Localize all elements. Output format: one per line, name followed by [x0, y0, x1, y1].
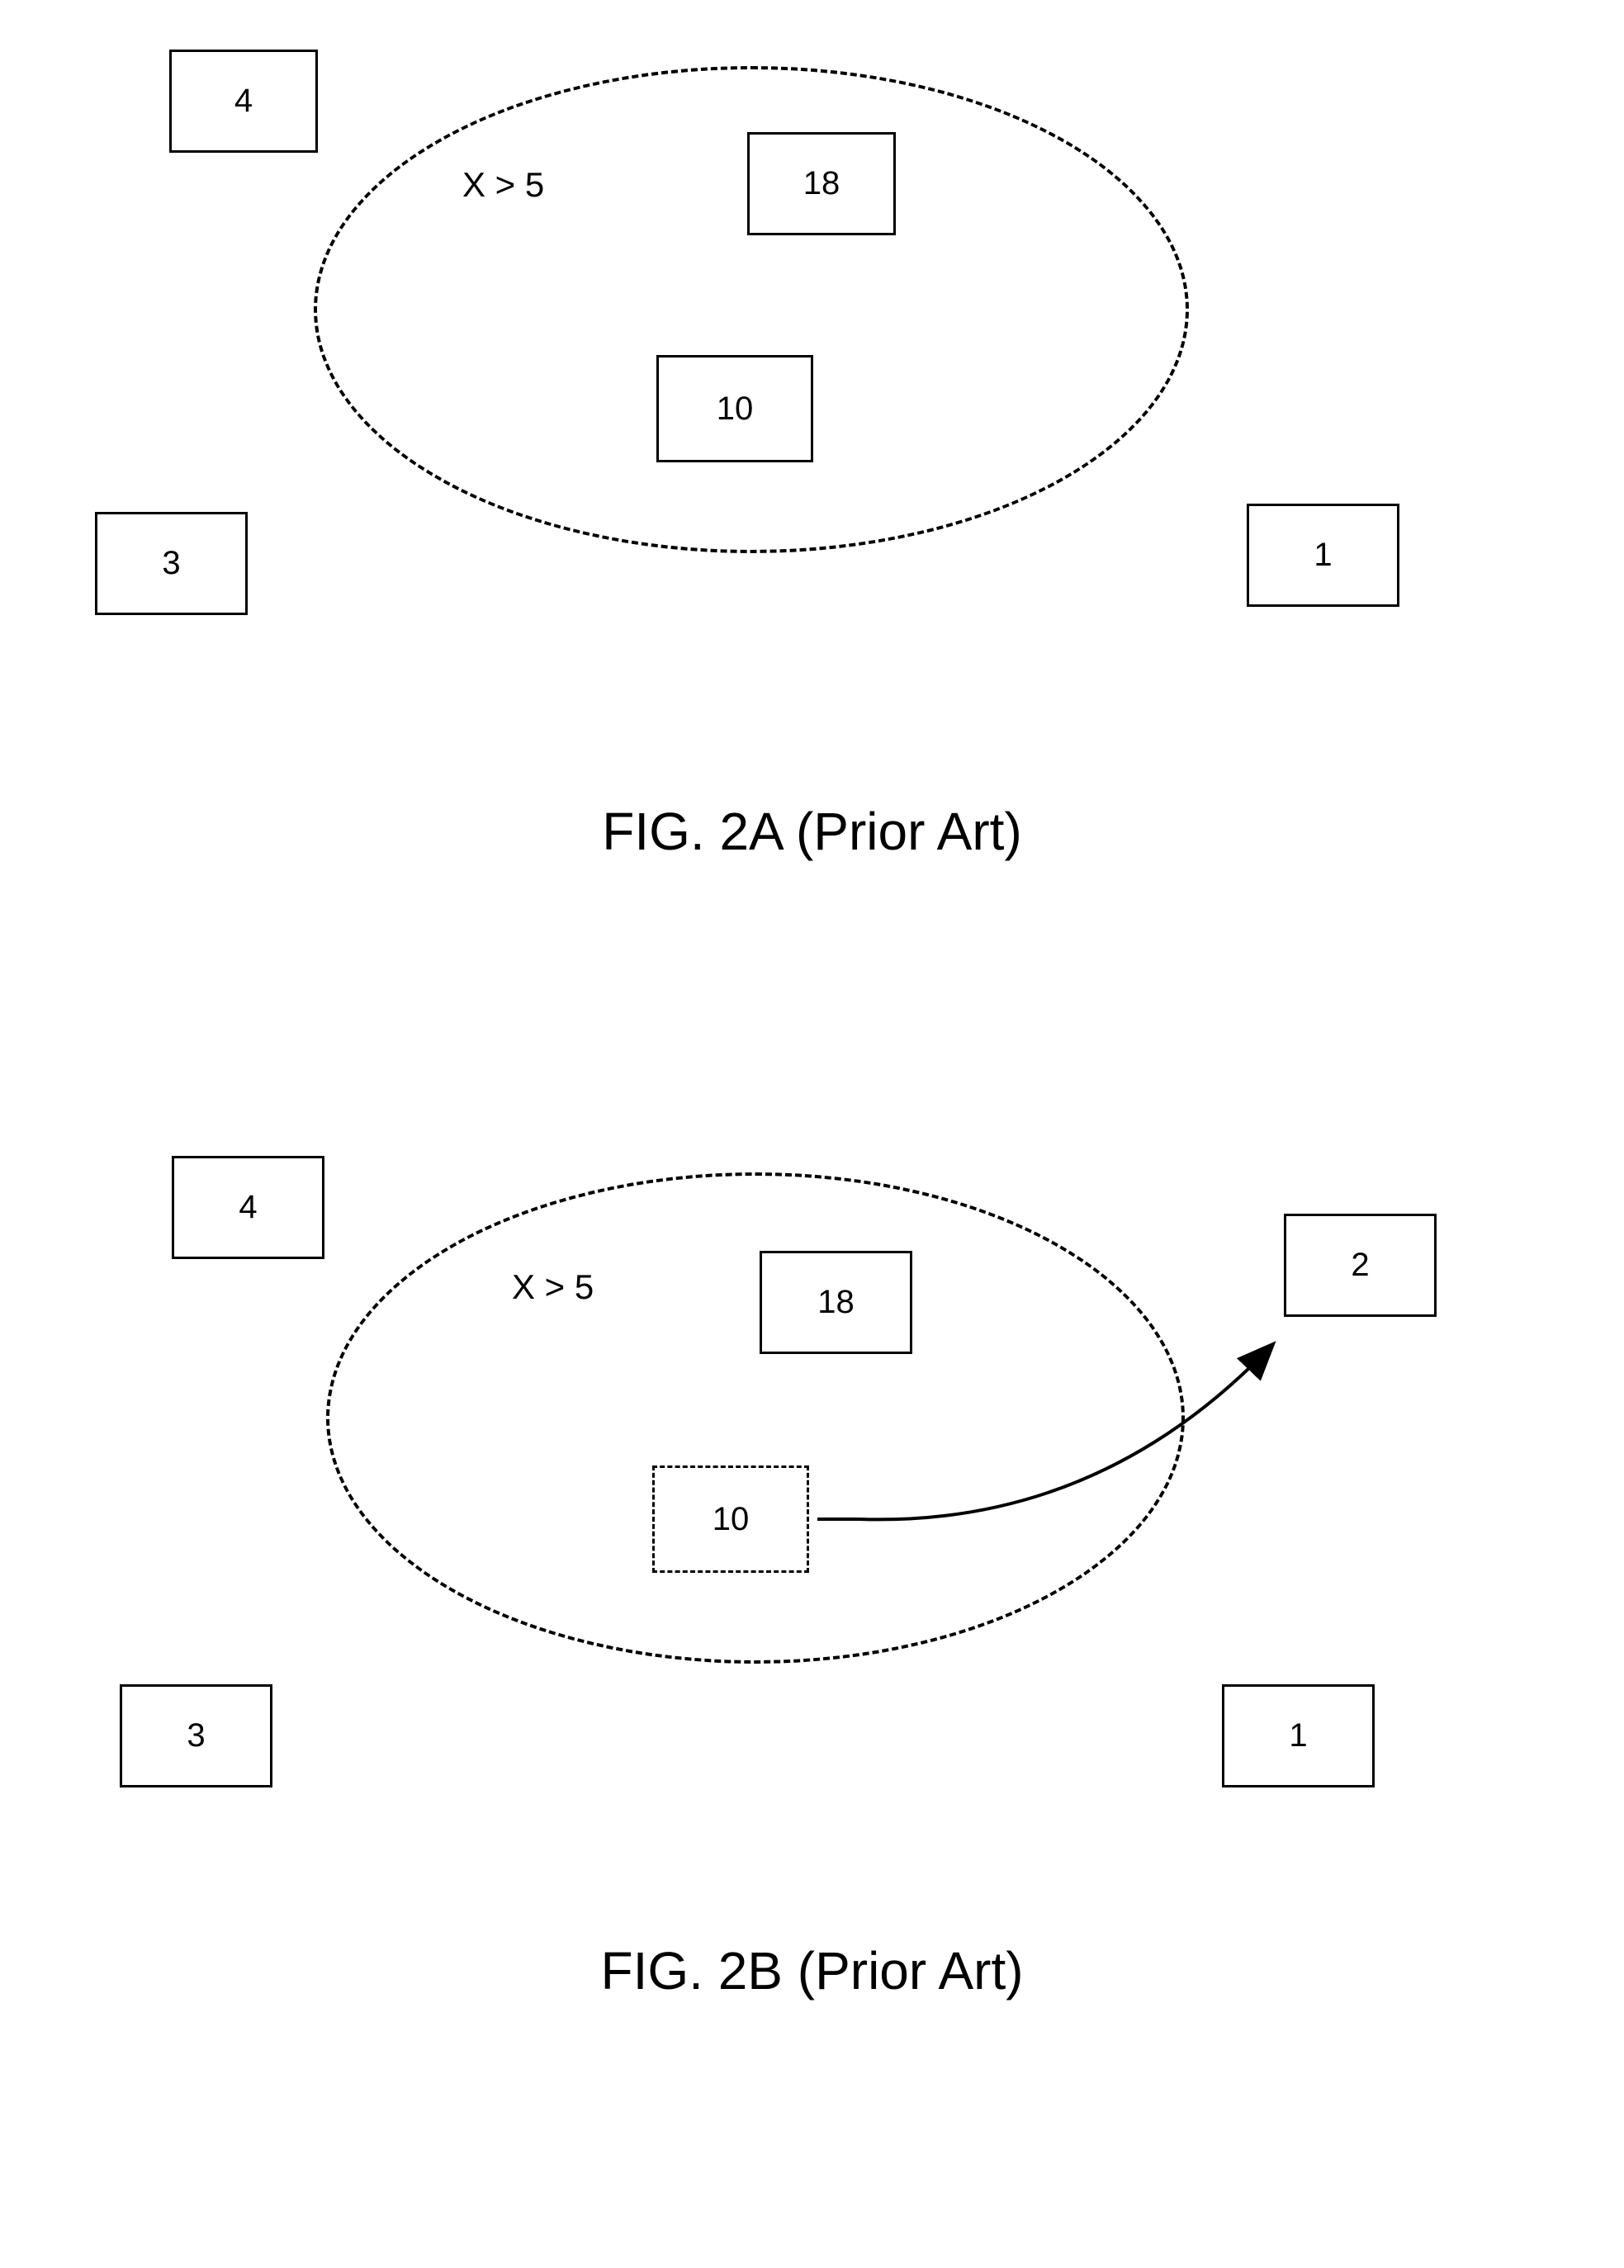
box-3-b: 3	[120, 1684, 272, 1787]
figure-2b: X > 5 4 18 10 2 3 1 FIG. 2B (Prior Art)	[0, 1106, 1624, 2262]
box-10-a-label: 10	[717, 391, 754, 428]
box-3-a-label: 3	[162, 545, 180, 582]
caption-a: FIG. 2A (Prior Art)	[0, 801, 1624, 862]
box-2-b-label: 2	[1351, 1247, 1369, 1284]
box-4-a-label: 4	[234, 83, 253, 120]
box-1-a: 1	[1247, 504, 1399, 607]
caption-b: FIG. 2B (Prior Art)	[0, 1940, 1624, 2001]
box-10-b: 10	[652, 1465, 809, 1573]
box-1-b: 1	[1222, 1684, 1375, 1787]
box-4-b-label: 4	[239, 1189, 257, 1226]
box-1-b-label: 1	[1289, 1717, 1307, 1754]
condition-label-b: X > 5	[512, 1267, 594, 1307]
box-3-a: 3	[95, 512, 248, 615]
box-18-a: 18	[747, 132, 896, 235]
box-4-b: 4	[172, 1156, 324, 1259]
box-3-b-label: 3	[187, 1717, 205, 1754]
figure-2a: X > 5 4 18 10 3 1 FIG. 2A (Prior Art)	[0, 0, 1624, 991]
box-10-b-label: 10	[713, 1501, 750, 1538]
box-4-a: 4	[169, 50, 318, 153]
box-18-a-label: 18	[803, 165, 840, 202]
arrow-10-to-2	[809, 1313, 1346, 1544]
box-1-a-label: 1	[1314, 537, 1332, 574]
condition-label-a: X > 5	[462, 165, 544, 205]
box-10-a: 10	[656, 355, 813, 462]
box-2-b: 2	[1284, 1214, 1437, 1317]
